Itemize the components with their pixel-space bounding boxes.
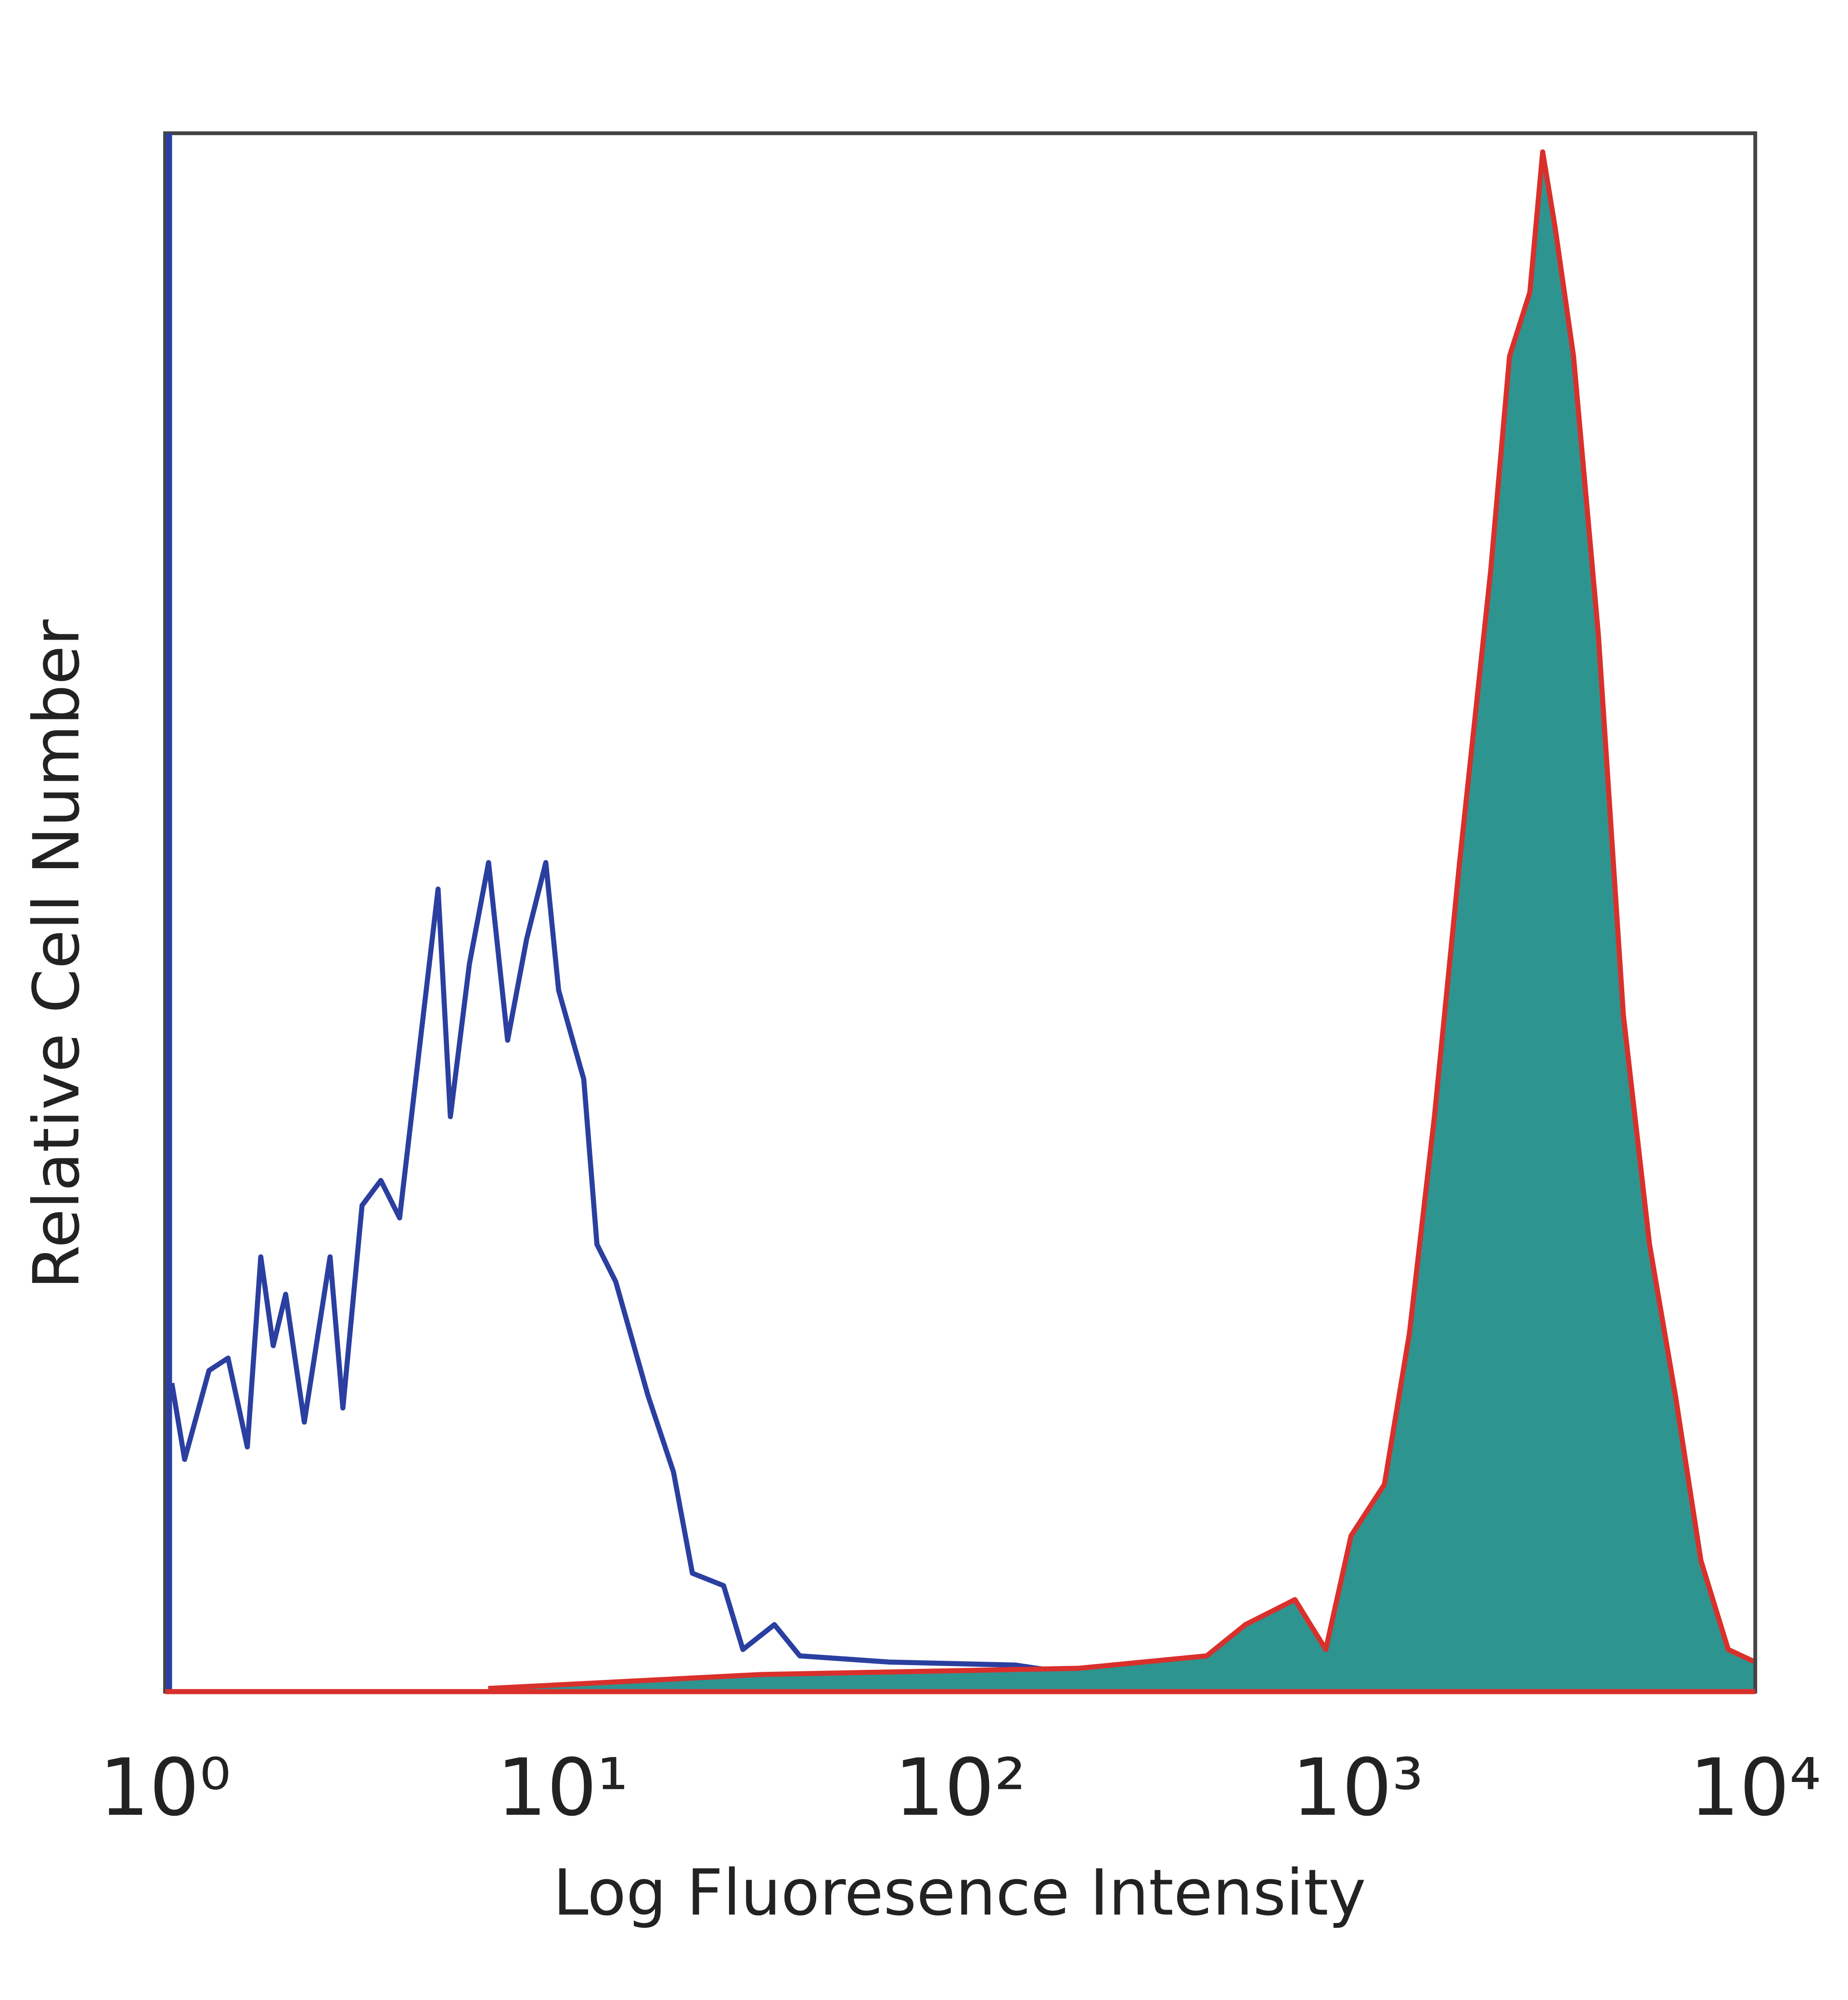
- x-tick-label: 10¹: [497, 1742, 629, 1833]
- x-tick-label: 10²: [894, 1742, 1026, 1833]
- x-axis-title: Log Fluoresence Intensity: [553, 1857, 1366, 1930]
- histogram-area: [488, 152, 1756, 1692]
- y-axis-title: Relative Cell Number: [20, 619, 94, 1289]
- x-tick-label: 10⁰: [99, 1742, 231, 1833]
- histogram-line: [169, 860, 1143, 1691]
- x-tick-label: 10³: [1292, 1742, 1424, 1833]
- histogram-line: [488, 149, 1757, 1691]
- x-tick-label: 10⁴: [1689, 1742, 1821, 1833]
